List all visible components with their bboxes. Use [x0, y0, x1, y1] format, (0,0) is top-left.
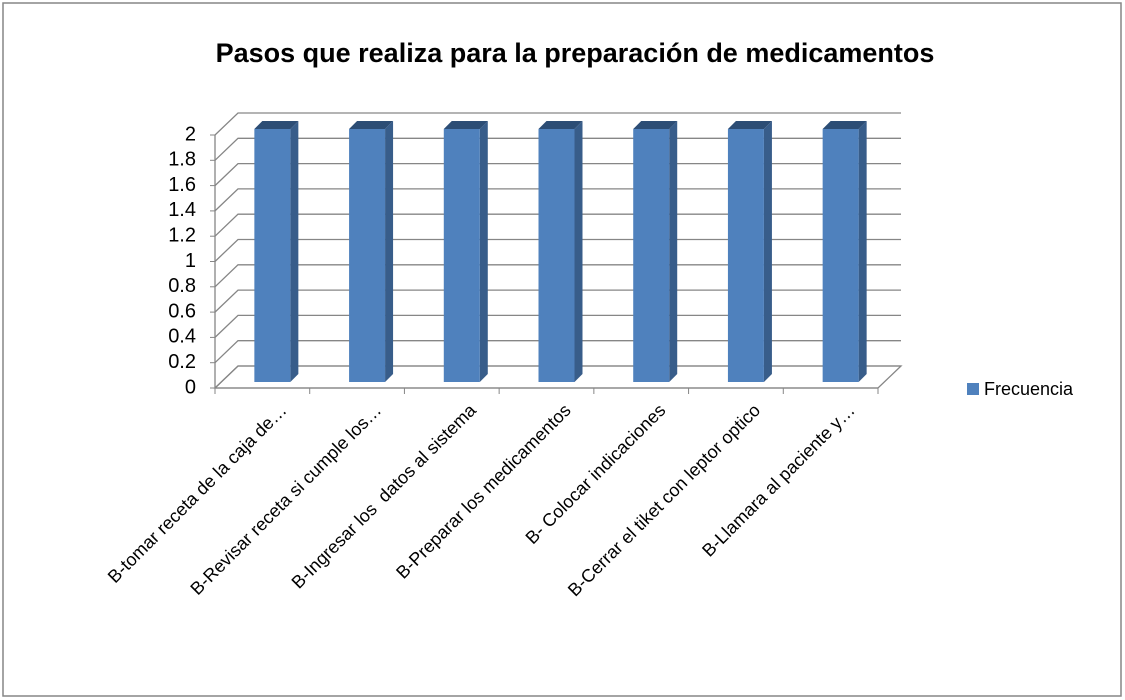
bar-side [763, 121, 772, 382]
y-tick-label: 1.4 [168, 199, 196, 221]
grid-line [214, 238, 901, 262]
y-tick-label: 0.2 [168, 351, 196, 373]
bar [633, 129, 670, 382]
bar [538, 129, 575, 382]
y-tick-label: 0.6 [168, 300, 196, 322]
grid-line [214, 264, 901, 288]
grid-line [214, 340, 901, 364]
y-tick-label: 0 [185, 376, 196, 398]
grid-line [214, 162, 901, 187]
bar-side [669, 121, 678, 382]
bar-top [349, 121, 394, 129]
grid-line [214, 365, 901, 389]
chart-title: Pasos que realiza para la preparación de… [216, 38, 935, 68]
bar [254, 129, 291, 382]
y-tick-label: 0.4 [168, 326, 196, 348]
bar-top [443, 121, 488, 129]
bar [727, 129, 764, 382]
bar [443, 129, 480, 382]
y-tick-label: 1.6 [168, 174, 196, 196]
bar-side [479, 121, 488, 382]
y-tick-label: 1.8 [168, 149, 196, 171]
bar-top [254, 121, 299, 129]
bar-3d [727, 121, 772, 382]
bar [822, 129, 859, 382]
legend-label: Frecuencia [984, 379, 1074, 399]
bar-3d [349, 121, 394, 382]
bar-side [290, 121, 299, 382]
bar-3d [538, 121, 583, 382]
bar [349, 129, 386, 382]
y-tick-label: 1.2 [168, 224, 196, 246]
y-tick-label: 2 [185, 123, 196, 145]
bar-3d [443, 121, 488, 382]
legend-swatch [967, 383, 979, 395]
bar-side [385, 121, 394, 382]
bar-side [858, 121, 867, 382]
bar-top [633, 121, 678, 129]
grid-line [214, 137, 901, 161]
bar-top [822, 121, 867, 129]
bar-3d [822, 121, 867, 382]
grid-line [214, 213, 901, 237]
bar-3d [633, 121, 678, 382]
y-tick-label: 0.8 [168, 275, 196, 297]
bar-top [538, 121, 583, 129]
y-tick-label: 1 [185, 250, 196, 272]
grid-line [214, 188, 901, 212]
bar-3d [254, 121, 299, 382]
bar-side [574, 121, 583, 382]
grid-line [214, 289, 901, 313]
grid-line [214, 112, 901, 136]
bar-top [727, 121, 772, 129]
grid-line [214, 314, 901, 338]
